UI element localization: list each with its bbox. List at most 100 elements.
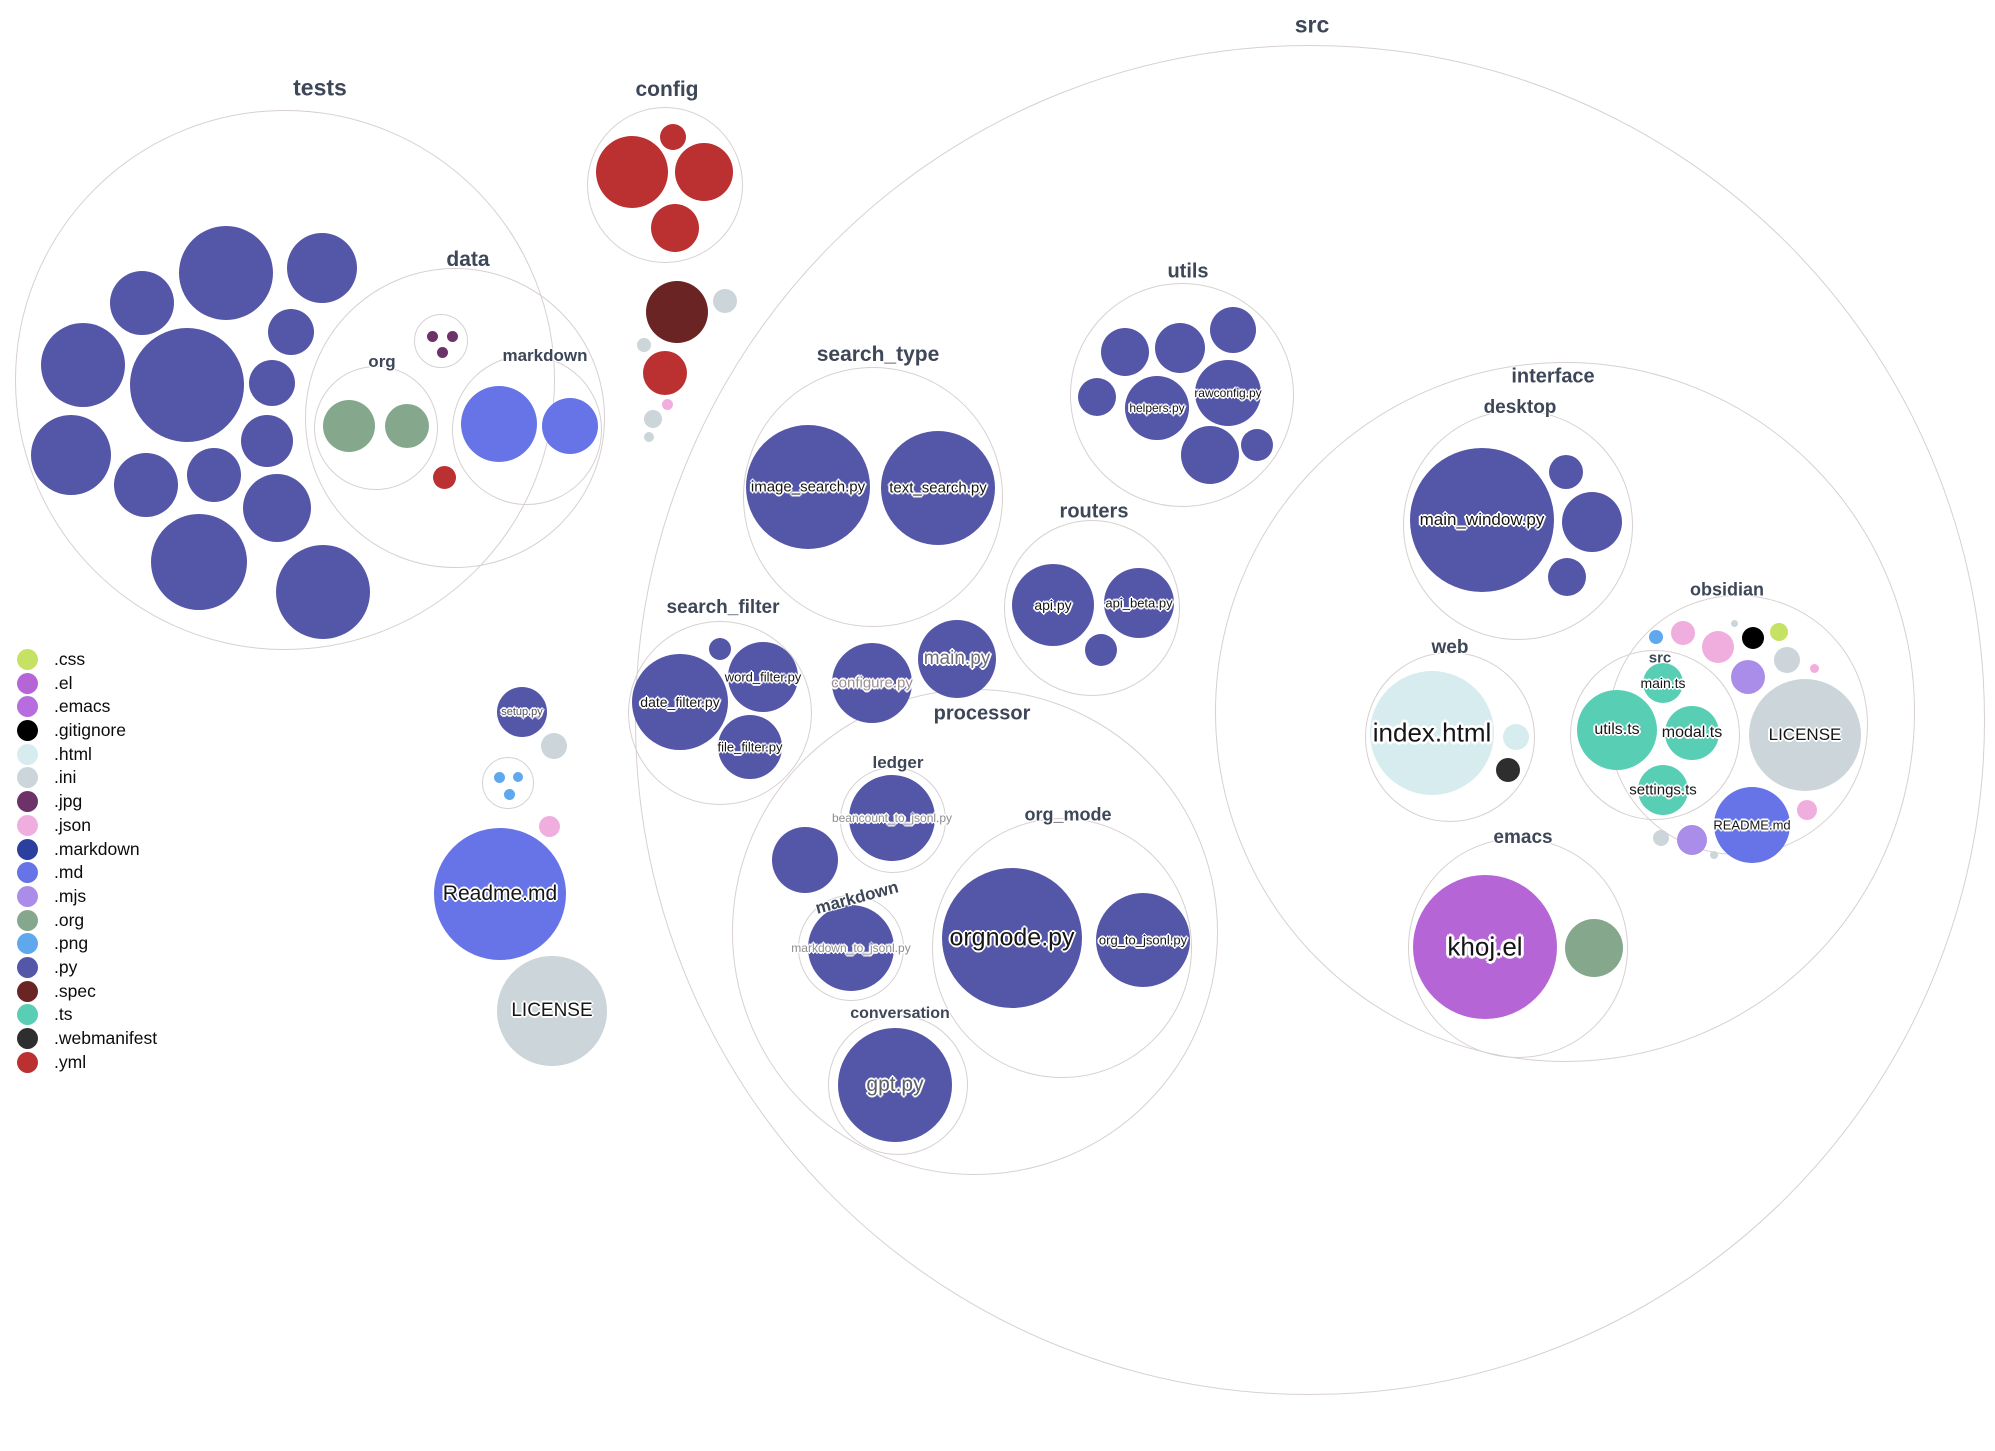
dir-circle-emacs	[1408, 838, 1628, 1058]
file-dot-ini-76	[1730, 619, 1738, 627]
file-dot-ini-32	[644, 432, 654, 442]
legend-item-png: .png	[17, 933, 157, 955]
legend-label-ts: .ts	[54, 1004, 73, 1025]
file-label-settings.ts: settings.ts	[1629, 781, 1697, 799]
file-label-markdown_to_jsonl.py: markdown_to_jsonl.py	[791, 941, 911, 955]
dir-circle-processor-markdown	[798, 895, 904, 1001]
legend-item-el: .el	[17, 672, 157, 694]
file-circle-rawconfig.py	[1195, 360, 1261, 426]
dir-label-obsidian: obsidian	[1689, 579, 1765, 600]
dir-label-ledger: ledger	[872, 753, 924, 772]
file-extension-legend: .css .el .emacs .gitignore .html .ini .jpg .jso…	[17, 649, 157, 1073]
file-circle-README.md	[1714, 787, 1790, 863]
file-label-org_to_jsonl.py: org_to_jsonl.py	[1098, 932, 1188, 948]
legend-label-json: .json	[54, 814, 91, 835]
file-circle-LICENSE	[497, 956, 607, 1066]
file-label-helpers.py: helpers.py	[1129, 401, 1185, 415]
legend-swatch-spec	[17, 980, 38, 1002]
dir-circle-web	[1365, 652, 1535, 822]
dir-circle-data	[305, 268, 605, 568]
dir-label-emacs: emacs	[1493, 827, 1553, 848]
file-label-utils.ts: utils.ts	[1594, 721, 1640, 738]
legend-item-emacs: .emacs	[17, 696, 157, 718]
file-dot-py-68	[1562, 492, 1622, 552]
file-label-api.py: api.py	[1034, 597, 1072, 613]
file-dot-py-60	[772, 827, 838, 893]
legend-swatch-ini	[17, 767, 38, 789]
legend-label-el: .el	[54, 672, 73, 693]
file-label-beancount_to_jsonl.py: beancount_to_jsonl.py	[831, 811, 953, 825]
file-dot-py-51	[1085, 634, 1117, 666]
legend-item-spec: .spec	[17, 980, 157, 1002]
file-label-rawconfig.py: rawconfig.py	[1194, 386, 1262, 400]
file-dot-py-54	[1210, 307, 1256, 353]
file-dot-ini-80	[1774, 647, 1800, 673]
file-dot-png-73	[1649, 630, 1663, 644]
file-dot-spec-26	[646, 281, 708, 343]
dir-label-data-org: org	[368, 352, 396, 371]
file-dot-yml-29	[643, 351, 687, 395]
legend-label-yml: .yml	[54, 1051, 87, 1072]
dir-label-utils: utils	[1167, 260, 1209, 283]
dir-circle-utils	[1070, 283, 1294, 507]
dir-circle-org_mode	[932, 818, 1192, 1078]
dir-label-search_filter: search_filter	[666, 597, 780, 618]
legend-swatch-yml	[17, 1051, 38, 1073]
legend-label-html: .html	[54, 743, 92, 764]
legend-swatch-jpg	[17, 791, 38, 813]
file-circle-markdown_to_jsonl.py	[808, 905, 894, 991]
legend-label-mjs: .mjs	[54, 885, 87, 906]
file-dot-ini-87	[1710, 851, 1718, 859]
legend-item-ini: .ini	[17, 767, 157, 789]
file-dot-ini-28	[637, 338, 651, 352]
file-circle-LICENSE	[1749, 679, 1861, 791]
file-dot-py-55	[1078, 378, 1116, 416]
legend-swatch-webmanifest	[17, 1028, 38, 1049]
file-label-main.py: main.py	[923, 648, 991, 669]
legend-swatch-png	[17, 933, 38, 955]
dir-label-config: config	[635, 78, 699, 101]
dir-label-interface: interface	[1511, 365, 1595, 388]
legend-item-mjs: .mjs	[17, 885, 157, 907]
file-dot-mjs-79	[1731, 660, 1765, 694]
legend-item-markdown: .markdown	[17, 838, 157, 860]
file-circle-index.html	[1370, 671, 1494, 795]
file-label-README.md: README.md	[1713, 817, 1791, 833]
file-circle-word_filter.py	[728, 642, 798, 712]
file-circle-settings.ts	[1638, 765, 1688, 815]
legend-item-md: .md	[17, 862, 157, 884]
dir-label-processor: processor	[933, 702, 1031, 725]
dir-label-routers: routers	[1059, 500, 1129, 523]
file-dot-css-78	[1770, 623, 1788, 641]
dir-label-desktop: desktop	[1483, 397, 1557, 418]
file-label-main_window.py: main_window.py	[1419, 510, 1545, 529]
file-dot-json-38	[538, 815, 560, 837]
dir-label-data: data	[446, 248, 490, 271]
file-dot-yml-16	[675, 143, 733, 201]
dir-label-obsidian-src: src	[1648, 649, 1672, 667]
dir-label-search_type: search_type	[816, 343, 940, 366]
file-dot-py-67	[1549, 455, 1583, 489]
legend-swatch-markdown	[17, 838, 38, 860]
file-label-khoj.el: khoj.el	[1447, 931, 1523, 962]
dir-circle-desktop	[1403, 410, 1633, 640]
legend-item-ts: .ts	[17, 1004, 157, 1026]
file-dot-py-69	[1548, 558, 1586, 596]
file-circle-gpt.py	[838, 1028, 952, 1142]
file-circle-file_filter.py	[718, 715, 782, 779]
legend-label-emacs: .emacs	[54, 696, 111, 717]
file-dot-py-8	[241, 415, 293, 467]
file-dot-py-7	[31, 415, 111, 495]
legend-item-jpg: .jpg	[17, 791, 157, 813]
file-dot-py-4	[130, 328, 244, 442]
legend-item-gitignore: .gitignore	[17, 720, 157, 742]
file-dot-yml-17	[651, 204, 699, 252]
dir-label-data-markdown: markdown	[502, 346, 588, 365]
legend-swatch-html	[17, 743, 38, 765]
file-dot-json-84	[1797, 800, 1817, 820]
file-label-main.ts: main.ts	[1640, 675, 1686, 691]
legend-swatch-md	[17, 862, 38, 884]
dir-label-web: web	[1431, 637, 1469, 658]
file-label-setup.py: setup.py	[501, 706, 543, 718]
dir-circle-root-docs-group	[482, 757, 534, 809]
